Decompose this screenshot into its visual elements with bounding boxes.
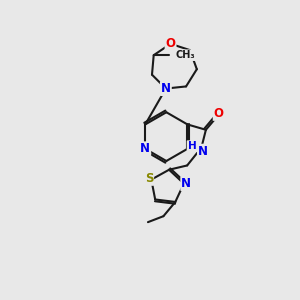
Text: N: N: [161, 82, 171, 95]
Text: N: N: [198, 145, 208, 158]
Text: N: N: [181, 177, 191, 190]
Text: N: N: [140, 142, 150, 155]
Text: CH₃: CH₃: [176, 50, 195, 60]
Text: H: H: [188, 141, 196, 151]
Text: S: S: [145, 172, 153, 185]
Text: O: O: [166, 37, 176, 50]
Text: O: O: [214, 107, 224, 120]
